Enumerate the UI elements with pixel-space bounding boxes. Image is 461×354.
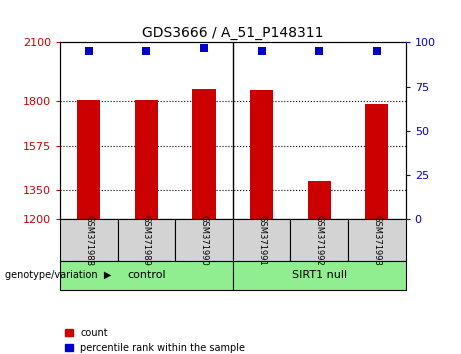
Point (200, 45, 207, 51)
Bar (233, 219, 290, 261)
Bar (250, 90, 273, 219)
Text: GSM371990: GSM371990 (200, 215, 208, 266)
Title: GDS3666 / A_51_P148311: GDS3666 / A_51_P148311 (142, 26, 324, 40)
Bar (135, 100, 158, 219)
Point (258, 48, 266, 54)
Text: control: control (127, 270, 165, 280)
Bar (77, 101, 100, 219)
Legend: count, percentile rank within the sample: count, percentile rank within the sample (65, 328, 245, 353)
Text: GSM371992: GSM371992 (315, 215, 324, 266)
Bar (60, 261, 233, 290)
Bar (118, 219, 175, 261)
Bar (290, 219, 348, 261)
Bar (233, 261, 406, 290)
Point (373, 48, 381, 54)
Bar (348, 219, 406, 261)
Text: GSM371989: GSM371989 (142, 215, 151, 266)
Bar (365, 104, 388, 219)
Text: SIRT1 null: SIRT1 null (292, 270, 347, 280)
Bar (175, 219, 233, 261)
Bar (308, 181, 331, 219)
Bar (193, 89, 216, 219)
Point (315, 48, 323, 54)
Text: GSM371993: GSM371993 (372, 215, 381, 266)
Text: genotype/variation  ▶: genotype/variation ▶ (5, 270, 111, 280)
Point (142, 48, 150, 54)
Bar (60, 219, 118, 261)
Text: GSM371991: GSM371991 (257, 215, 266, 266)
Point (85, 48, 92, 54)
Text: GSM371988: GSM371988 (84, 215, 93, 266)
